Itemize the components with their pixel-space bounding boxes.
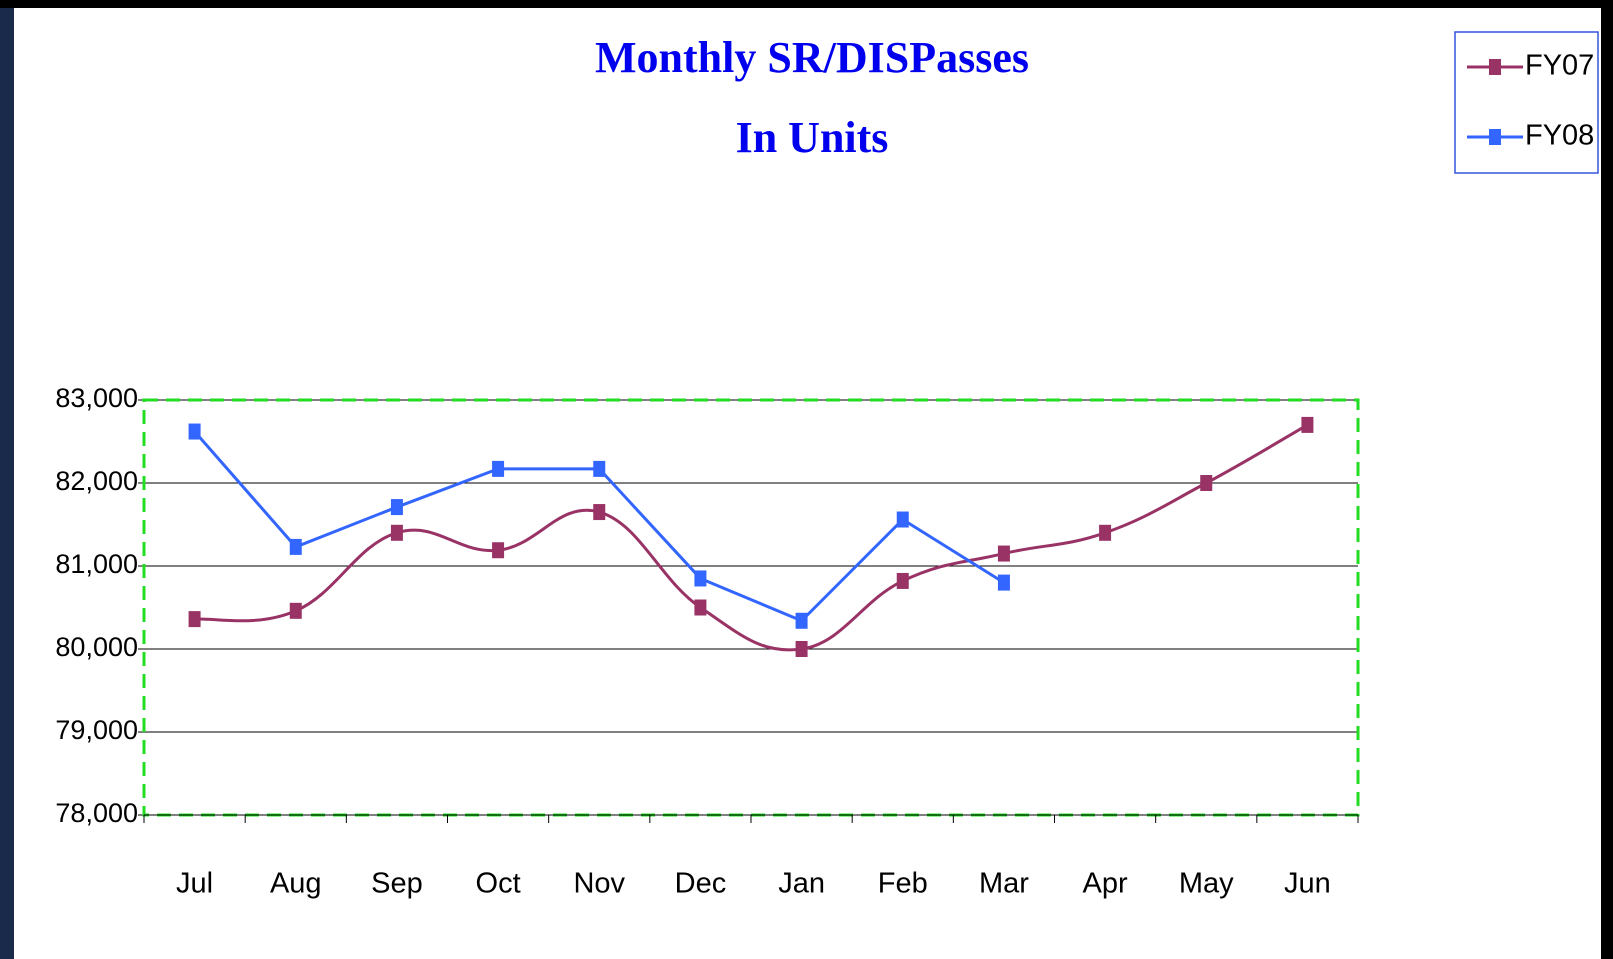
marker xyxy=(188,423,201,440)
marker xyxy=(188,611,201,628)
x-tick-label: Dec xyxy=(675,868,727,900)
marker xyxy=(694,570,707,587)
legend-label: FY08 xyxy=(1525,120,1594,152)
y-tick-label: 79,000 xyxy=(55,715,138,745)
marker xyxy=(694,599,707,616)
marker xyxy=(492,542,505,559)
marker xyxy=(997,574,1010,591)
x-tick-label: Nov xyxy=(573,868,625,900)
marker xyxy=(289,602,302,619)
x-tick-label: Oct xyxy=(476,868,521,900)
y-tick-label: 78,000 xyxy=(55,798,138,828)
y-tick-label: 82,000 xyxy=(55,466,138,496)
marker xyxy=(997,545,1010,562)
frame-edge xyxy=(0,8,14,959)
marker xyxy=(795,641,808,657)
marker xyxy=(795,612,808,629)
marker xyxy=(1200,475,1213,491)
x-tick-label: Sep xyxy=(371,868,423,900)
x-tick-label: Aug xyxy=(270,868,322,900)
marker xyxy=(390,524,403,541)
legend-marker xyxy=(1489,59,1501,75)
x-tick-label: Mar xyxy=(979,868,1029,900)
marker xyxy=(896,511,909,528)
y-tick-label: 81,000 xyxy=(55,549,138,579)
marker xyxy=(1099,524,1112,541)
marker xyxy=(896,572,909,589)
legend-label: FY07 xyxy=(1525,50,1594,82)
x-tick-label: Apr xyxy=(1083,868,1128,900)
x-tick-label: May xyxy=(1179,868,1234,900)
marker xyxy=(492,460,505,477)
chart-title: Monthly SR/DISPasses xyxy=(595,33,1029,82)
marker xyxy=(1301,416,1314,433)
marker xyxy=(593,504,606,521)
x-tick-label: Jul xyxy=(176,868,213,900)
marker xyxy=(593,460,606,477)
legend-box xyxy=(1454,31,1599,174)
legend-marker xyxy=(1489,129,1501,145)
chart-subtitle: In Units xyxy=(736,113,889,162)
x-tick-label: Jan xyxy=(778,868,825,900)
marker xyxy=(390,499,403,516)
y-tick-label: 80,000 xyxy=(55,632,138,662)
marker xyxy=(289,538,302,555)
x-tick-label: Feb xyxy=(878,868,928,900)
y-tick-label: 83,000 xyxy=(55,383,138,413)
x-tick-label: Jun xyxy=(1284,868,1331,900)
